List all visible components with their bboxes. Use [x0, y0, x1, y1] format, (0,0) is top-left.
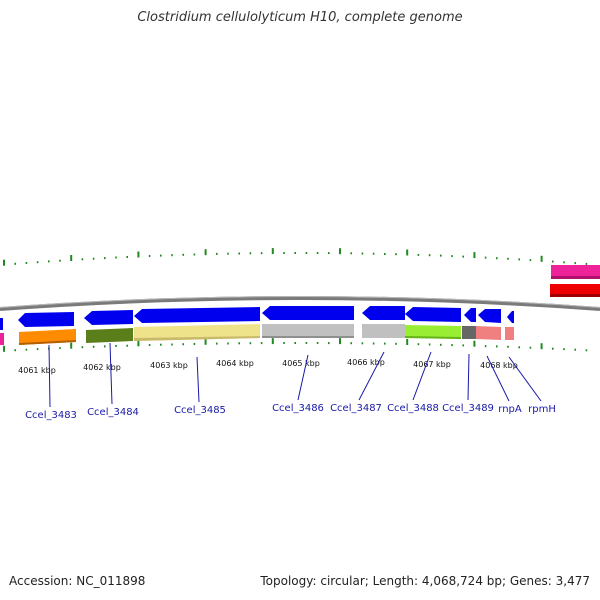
kbp-label: 4063 kbp: [150, 361, 188, 370]
kbp-label: 4061 kbp: [18, 366, 56, 375]
genome-title: Clostridium cellulolyticum H10, complete…: [137, 10, 463, 25]
cds-arrow[interactable]: [362, 306, 405, 320]
band-gray-2[interactable]: [362, 324, 405, 338]
band-magenta[interactable]: [0, 333, 4, 345]
band-pink-small[interactable]: [505, 327, 514, 340]
cds-arrow[interactable]: [134, 307, 260, 323]
band-pink[interactable]: [476, 326, 501, 340]
gene-labels: Ccel_3483 Ccel_3484 Ccel_3485 Ccel_3486 …: [25, 403, 556, 421]
cds-arrow[interactable]: [464, 308, 476, 322]
leader-line: [358, 351, 385, 401]
leader-line: [486, 355, 510, 402]
cds-arrows: [0, 306, 514, 330]
band-khaki-shade: [134, 336, 260, 341]
gene-leader-lines: [48, 342, 542, 408]
cds-arrow[interactable]: [0, 318, 3, 330]
kbp-label: 4062 kbp: [83, 363, 121, 372]
cds-arrow[interactable]: [405, 307, 461, 322]
band-lime-shade: [405, 336, 461, 339]
cds-arrow[interactable]: [507, 311, 514, 323]
leader-line: [297, 354, 309, 401]
inner-tick-track: [3, 338, 588, 352]
cds-arrow[interactable]: [262, 306, 354, 320]
leader-line: [196, 356, 200, 403]
cds-arrow[interactable]: [478, 309, 501, 323]
kbp-label: 4066 kbp: [347, 358, 385, 367]
gene-label[interactable]: Ccel_3488: [387, 403, 439, 414]
band-darkgray[interactable]: [462, 326, 476, 339]
leader-line: [109, 342, 113, 405]
leader-line: [508, 356, 542, 402]
leader-line: [467, 353, 470, 401]
cds-arrow[interactable]: [18, 312, 74, 327]
band-olive[interactable]: [86, 328, 133, 343]
gene-label[interactable]: rpmH: [528, 404, 556, 415]
feature-pink-right[interactable]: [551, 265, 600, 279]
accession-label: Accession: NC_011898: [9, 574, 146, 588]
kbp-ticks: 4061 kbp 4062 kbp 4063 kbp 4064 kbp 4065…: [18, 358, 518, 375]
outer-tick-track: [3, 248, 588, 266]
feature-pink-right-shade: [551, 276, 600, 279]
gene-label[interactable]: Ccel_3487: [330, 403, 382, 414]
kbp-label: 4065 kbp: [282, 359, 320, 368]
gene-label[interactable]: Ccel_3485: [174, 405, 226, 416]
gene-label[interactable]: Ccel_3484: [87, 407, 139, 418]
genome-backbone: [0, 296, 600, 311]
feature-red-right-shade: [550, 294, 600, 297]
genome-info-label: Topology: circular; Length: 4,068,724 bp…: [260, 574, 590, 588]
kbp-label: 4068 kbp: [480, 361, 518, 370]
category-bands: [0, 324, 514, 345]
kbp-label: 4064 kbp: [216, 359, 254, 368]
cds-arrow[interactable]: [84, 310, 133, 325]
gene-label[interactable]: Ccel_3489: [442, 403, 494, 414]
leader-line: [412, 351, 432, 401]
band-gray-1-shade: [262, 336, 354, 338]
band-gray-1[interactable]: [262, 324, 354, 338]
gene-label[interactable]: rnpA: [498, 404, 522, 415]
leader-line: [48, 344, 51, 408]
gene-label[interactable]: Ccel_3483: [25, 410, 77, 421]
band-orange-shade: [19, 340, 76, 345]
kbp-label: 4067 kbp: [413, 360, 451, 369]
gene-label[interactable]: Ccel_3486: [272, 403, 324, 414]
band-lime[interactable]: [405, 325, 461, 339]
feature-red-right[interactable]: [550, 284, 600, 297]
genome-backbone-highlight: [0, 296, 600, 308]
